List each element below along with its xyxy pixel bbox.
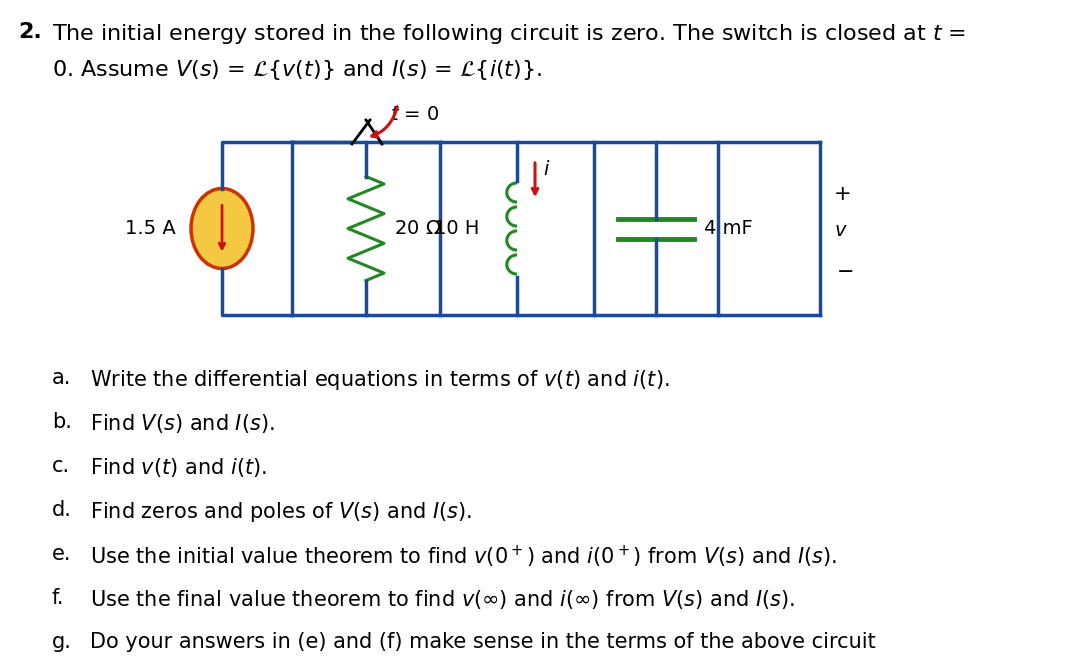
Text: Use the final value theorem to find $v(\infty)$ and $i(\infty)$ from $V(s)$ and : Use the final value theorem to find $v(\… xyxy=(90,588,795,611)
Text: b.: b. xyxy=(52,412,72,432)
Text: Find $v(t)$ and $i(t)$.: Find $v(t)$ and $i(t)$. xyxy=(90,456,267,479)
Text: $i$: $i$ xyxy=(544,160,550,179)
Text: Find $V(s)$ and $I(s)$.: Find $V(s)$ and $I(s)$. xyxy=(90,412,275,435)
Text: $v$: $v$ xyxy=(834,221,848,240)
Ellipse shape xyxy=(191,188,253,269)
Text: 4 mF: 4 mF xyxy=(704,219,753,238)
Text: Find zeros and poles of $V(s)$ and $I(s)$.: Find zeros and poles of $V(s)$ and $I(s)… xyxy=(90,500,472,524)
Text: $t$ = 0: $t$ = 0 xyxy=(390,104,439,124)
Text: f.: f. xyxy=(52,588,64,608)
Text: The initial energy stored in the following circuit is zero. The switch is closed: The initial energy stored in the followi… xyxy=(52,22,966,46)
Text: d.: d. xyxy=(52,500,72,520)
Text: 1.5 A: 1.5 A xyxy=(125,219,176,238)
Text: a.: a. xyxy=(52,368,72,388)
Text: Write the differential equations in terms of $v(t)$ and $i(t)$.: Write the differential equations in term… xyxy=(90,368,670,392)
Text: $-$: $-$ xyxy=(836,261,853,281)
Text: 20 $\Omega$: 20 $\Omega$ xyxy=(393,219,441,238)
Text: c.: c. xyxy=(52,456,71,476)
Text: 2.: 2. xyxy=(18,22,41,42)
Text: 0. Assume $V(s)$ = $\mathcal{L}\{v(t)\}$ and $I(s)$ = $\mathcal{L}\{i(t)\}$.: 0. Assume $V(s)$ = $\mathcal{L}\{v(t)\}$… xyxy=(52,58,542,82)
Text: Do your answers in (e) and (f) make sense in the terms of the above circuit: Do your answers in (e) and (f) make sens… xyxy=(90,632,876,652)
Text: 10 H: 10 H xyxy=(434,219,479,238)
Text: Use the initial value theorem to find $v(0^+)$ and $i(0^+)$ from $V(s)$ and $I(s: Use the initial value theorem to find $v… xyxy=(90,544,837,570)
Text: g.: g. xyxy=(52,632,72,652)
Text: +: + xyxy=(834,184,851,204)
Text: e.: e. xyxy=(52,544,72,564)
